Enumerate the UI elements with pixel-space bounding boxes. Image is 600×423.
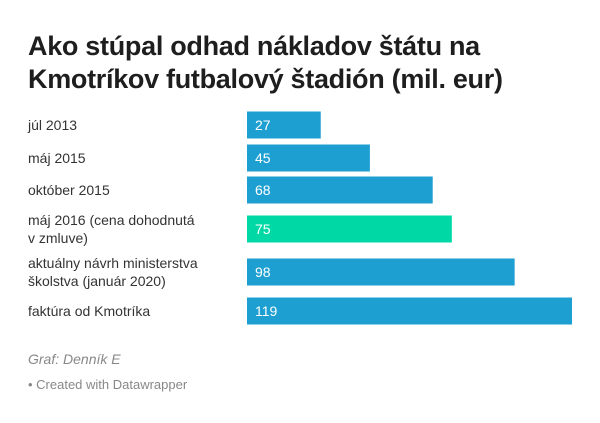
datawrapper-credit[interactable]: • Created with Datawrapper [28,377,188,392]
bar [247,258,515,286]
value-label: 98 [255,264,271,280]
source-note: Graf: Denník E [28,351,121,367]
bar [247,144,370,172]
bar [247,176,433,204]
category-label: október 2015 [28,182,110,198]
category-label: júl 2013 [27,117,77,133]
bar [247,215,452,243]
category-label: máj 2016 (cena dohodnutá v zmluve) [28,212,195,246]
value-label: 45 [255,150,271,166]
category-label: máj 2015 [28,150,86,166]
value-label: 119 [255,303,278,319]
category-label: aktuálny návrh ministerstva školstva (jan… [28,255,198,289]
value-label: 68 [255,182,271,198]
chart-title: Ako stúpal odhad nákladov štátu na Kmotr… [28,31,503,94]
value-label: 75 [255,221,271,237]
category-label: faktúra od Kmotríka [28,303,150,319]
value-label: 27 [255,117,271,133]
bar [247,111,321,139]
bar [247,297,572,325]
